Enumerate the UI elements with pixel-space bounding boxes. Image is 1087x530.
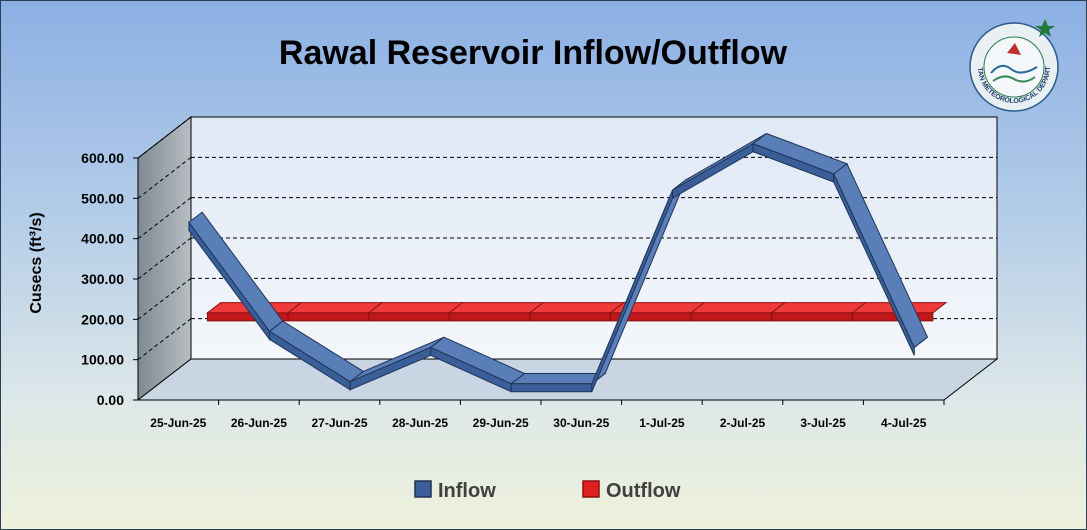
logo-flame-icon — [1007, 43, 1021, 55]
outflow-segment-top — [367, 302, 464, 314]
outflow-segment-top — [770, 302, 867, 314]
x-tick-label: 26-Jun-25 — [231, 416, 287, 430]
outflow-series — [205, 302, 948, 322]
y-tick-label: 400.00 — [81, 231, 124, 247]
logo-star-icon — [1035, 19, 1055, 37]
y-tick-label: 0.00 — [97, 392, 124, 408]
inflow-segment-top — [509, 372, 607, 385]
outflow-segment-front — [529, 312, 611, 322]
x-tick-label: 1-Jul-25 — [639, 416, 685, 430]
x-tick-label: 28-Jun-25 — [392, 416, 448, 430]
logo-hill-icon — [992, 75, 1036, 83]
outflow-segment-front — [368, 312, 450, 322]
outflow-segment-top — [689, 302, 787, 314]
outflow-segment-top — [286, 302, 384, 314]
chart-title: Rawal Reservoir Inflow/Outflow — [279, 34, 788, 72]
outflow-segment-front — [690, 312, 773, 322]
gridlines — [137, 116, 997, 361]
x-tick-label: 3-Jul-25 — [800, 416, 846, 430]
y-tick-label: 100.00 — [81, 352, 124, 368]
inflow-segment-front — [833, 173, 915, 356]
x-tick-label: 4-Jul-25 — [881, 416, 927, 430]
outflow-segment-front — [771, 312, 853, 322]
outflow-segment-front — [851, 312, 934, 322]
outflow-segment-front — [448, 312, 531, 322]
x-tick-label: 25-Jun-25 — [150, 416, 206, 430]
y-axis-label: Cusecs (ft³/s) — [28, 212, 45, 313]
inflow-segment-front — [510, 383, 593, 393]
x-tick-label: 2-Jul-25 — [720, 416, 766, 430]
x-tick-label: 27-Jun-25 — [311, 416, 367, 430]
legend-swatch-outflow — [582, 480, 600, 498]
logo-inner-disc — [983, 36, 1045, 98]
x-tick-label: 30-Jun-25 — [553, 416, 609, 430]
outflow-segment-top — [447, 302, 545, 314]
y-tick-label: 500.00 — [81, 190, 124, 206]
y-tick-label: 200.00 — [81, 311, 124, 327]
outflow-segment-top — [528, 302, 626, 314]
x-tick-label: 29-Jun-25 — [473, 416, 529, 430]
legend: Inflow Outflow — [414, 480, 681, 502]
y-tick-label: 300.00 — [81, 271, 124, 287]
y-tick-label: 600.00 — [81, 150, 124, 166]
outflow-segment-front — [287, 312, 370, 322]
side-wall — [137, 115, 192, 402]
inflow-series — [188, 132, 929, 393]
x-axis-ticks: 25-Jun-25 26-Jun-25 27-Jun-25 28-Jun-25 29-J… — [150, 400, 945, 430]
legend-label-outflow: Outflow — [606, 480, 681, 502]
y-axis-ticks: 0.00 100.00 200.00 300.00 400.00 500.00 600.00 — [81, 150, 944, 408]
logo-wave-icon — [990, 64, 1038, 74]
legend-swatch-inflow — [414, 480, 432, 498]
legend-label-inflow: Inflow — [438, 480, 496, 502]
